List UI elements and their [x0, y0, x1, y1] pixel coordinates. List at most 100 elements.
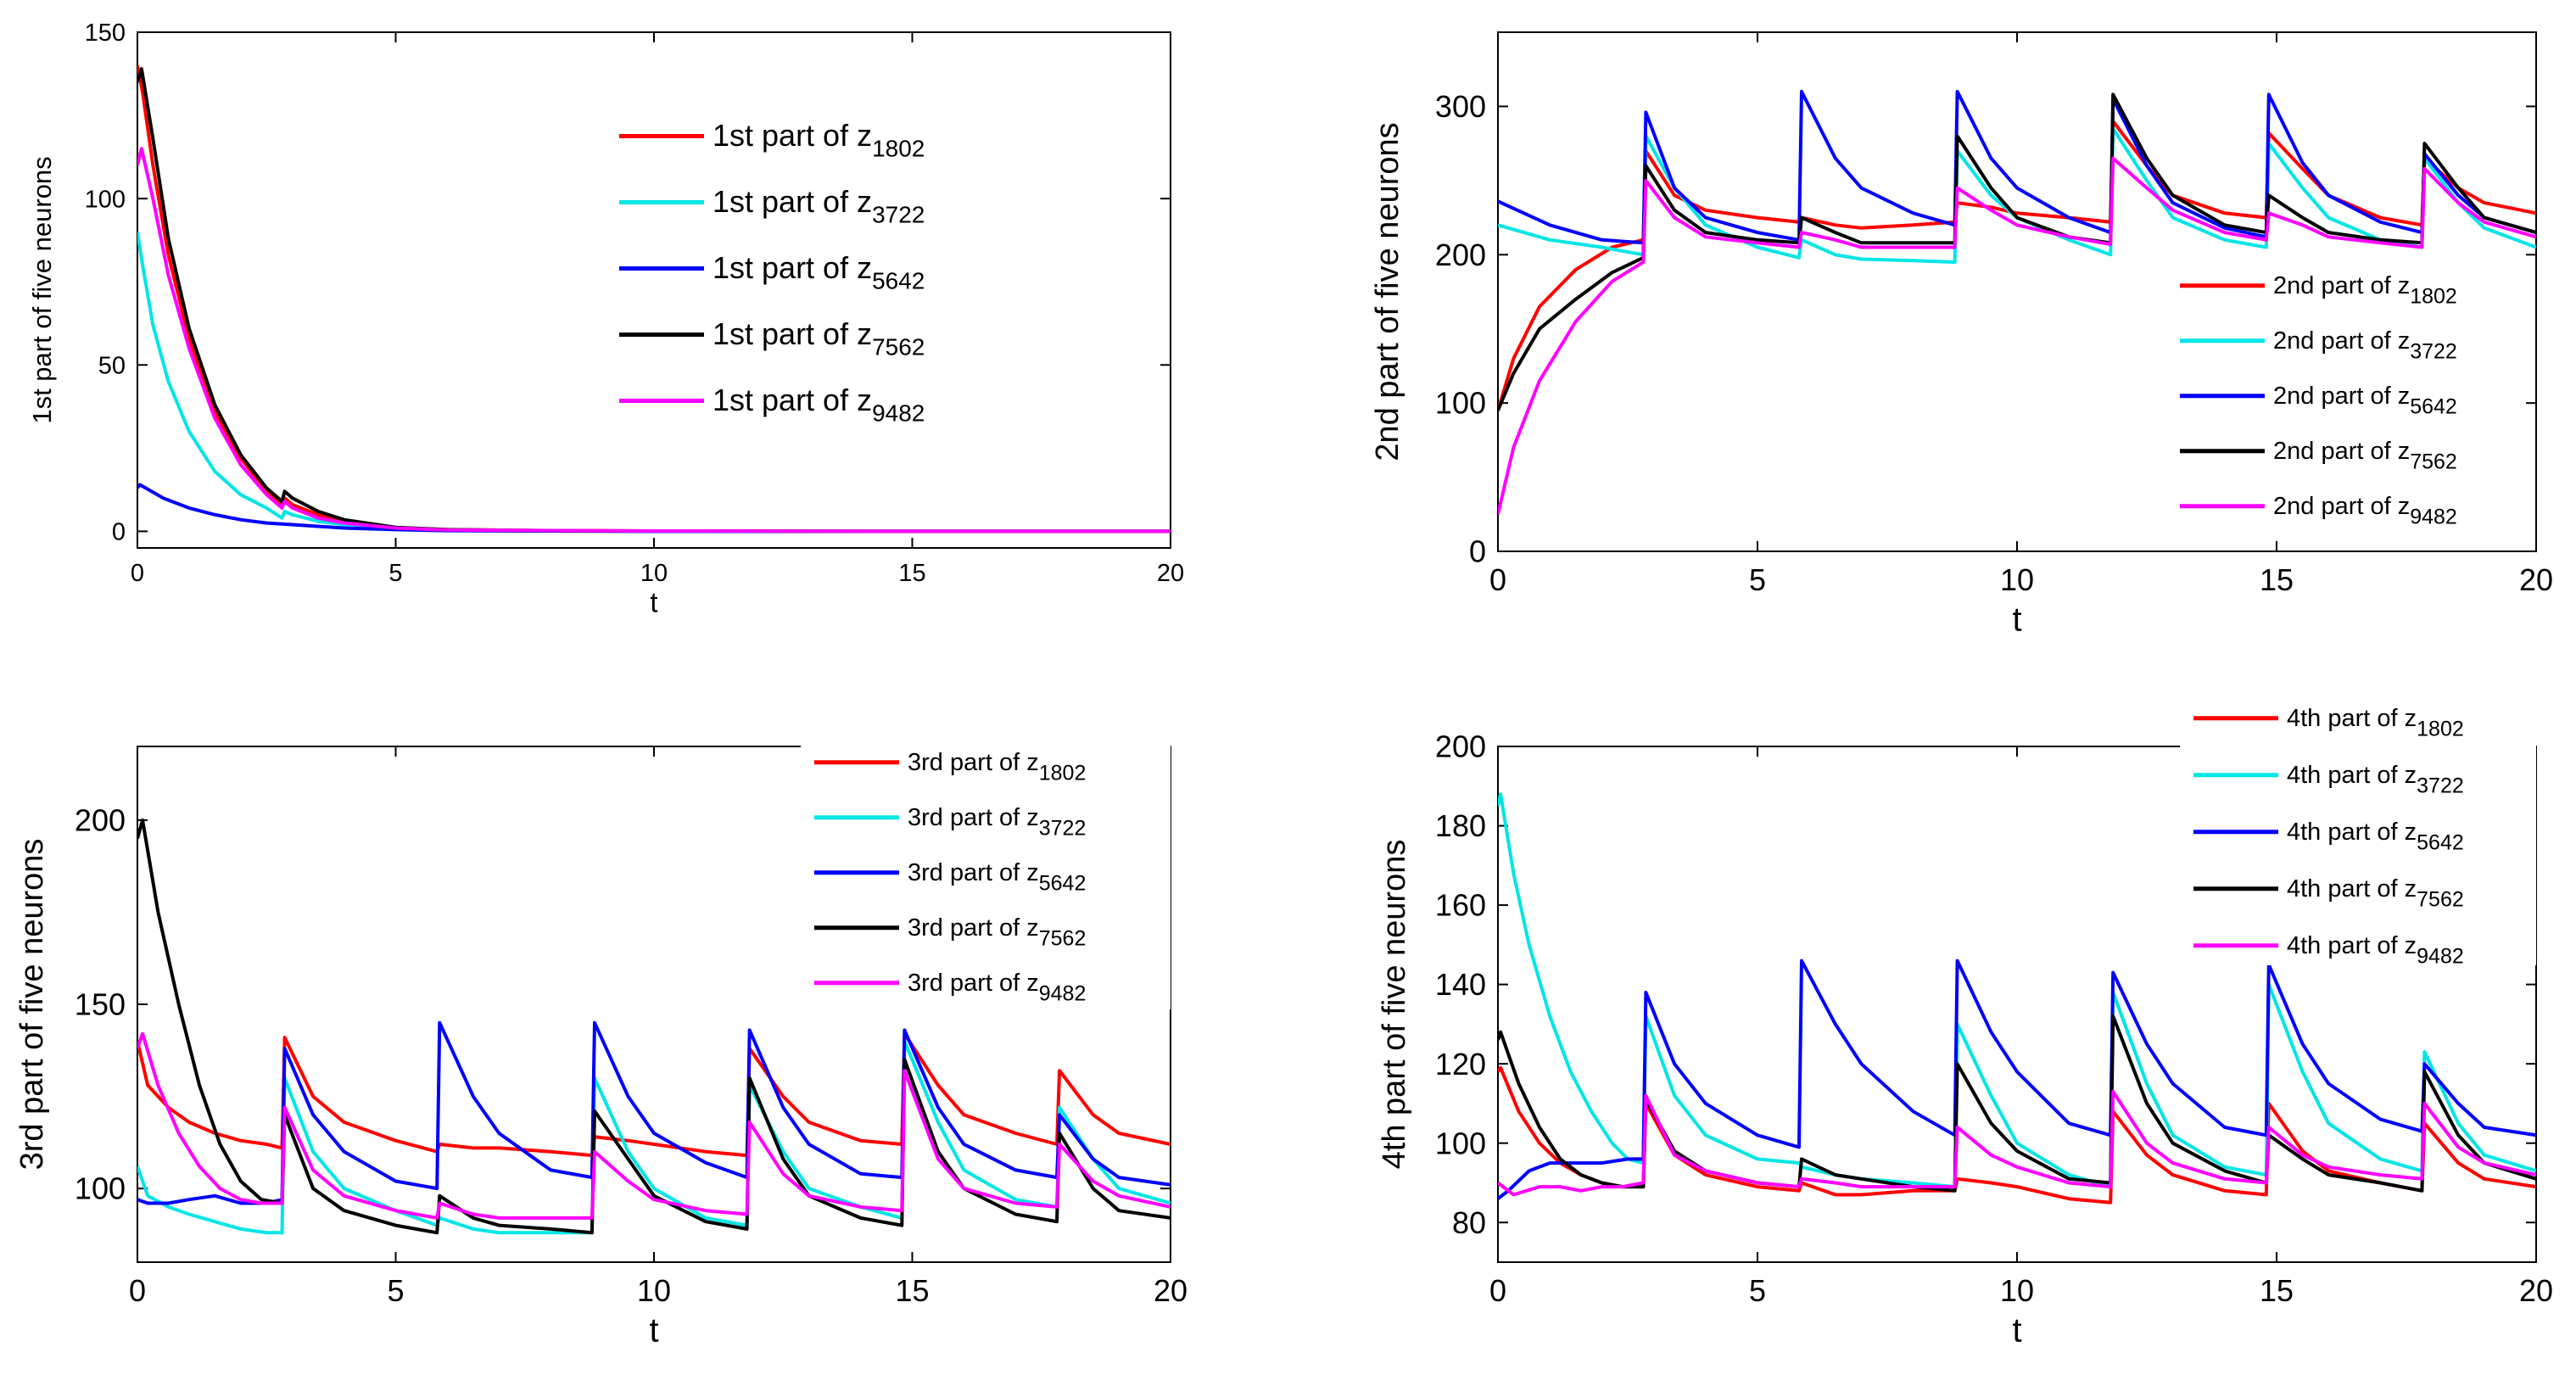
y-tick-label: 80: [1452, 1205, 1486, 1240]
x-tick-label: 20: [2519, 1273, 2553, 1308]
series-line-3722: [1498, 126, 2536, 264]
x-tick-label: 10: [640, 560, 668, 587]
series-line-5642: [1498, 89, 2536, 245]
x-tick-label: 20: [1154, 1273, 1187, 1308]
legend-label: 4th part of z: [2287, 762, 2417, 789]
x-tick-label: 0: [131, 560, 144, 587]
legend-entry: 1st part of z7562: [712, 316, 925, 360]
x-tick-label: 20: [2519, 562, 2553, 597]
y-tick-label: 100: [1435, 1126, 1486, 1160]
series-line-9482: [137, 147, 1171, 534]
x-tick-label: 15: [2260, 1273, 2294, 1308]
x-axis-label: t: [2012, 1312, 2021, 1350]
legend-entry: 2nd part of z3722: [2273, 327, 2457, 363]
x-tick-label: 10: [2000, 1273, 2034, 1308]
x-tick-label: 0: [1489, 1273, 1506, 1308]
legend-label: 1st part of z: [712, 250, 872, 285]
chart-panel-1: 0 5 10 15 20 0 50 100 150 t 1st part of five neuro…: [27, 20, 1184, 618]
legend-label: 3rd part of z: [908, 804, 1039, 831]
legend-label: 2nd part of z: [2273, 493, 2410, 520]
legend-entry: 2nd part of z1802: [2273, 272, 2457, 308]
legend-entry: 3rd part of z3722: [908, 804, 1086, 840]
y-tick-label: 200: [1435, 729, 1486, 764]
series-line-9482: [1498, 1089, 2536, 1197]
series-line-9482: [137, 1031, 1171, 1220]
legend-subscript: 3722: [872, 202, 925, 228]
legend-label: 3rd part of z: [908, 970, 1039, 997]
legend-subscript: 7562: [872, 334, 925, 360]
legend-entry: 2nd part of z7562: [2273, 438, 2457, 473]
y-tick-label: 200: [75, 802, 126, 837]
legend-subscript: 7562: [2417, 887, 2464, 911]
legend-entry: 4th part of z7562: [2287, 875, 2464, 911]
legend-label: 4th part of z: [2287, 875, 2417, 903]
legend-subscript: 9482: [2417, 944, 2464, 968]
legend-entry: 3rd part of z9482: [908, 970, 1086, 1005]
x-axis-label: t: [2012, 601, 2021, 639]
legend-subscript: 5642: [1039, 871, 1087, 895]
legend-entry: 3rd part of z7562: [908, 914, 1086, 950]
legend-label: 1st part of z: [712, 118, 872, 153]
legend-label: 3rd part of z: [908, 914, 1039, 942]
legend-subscript: 1802: [2417, 717, 2464, 741]
legend-box: [801, 729, 1171, 1009]
x-tick-label: 0: [129, 1273, 146, 1308]
legend-box: [2180, 685, 2536, 965]
legend-subscript: 9482: [872, 400, 925, 427]
y-tick-label: 100: [1435, 386, 1486, 421]
legend-entry: 4th part of z3722: [2287, 762, 2464, 797]
legend-label: 2nd part of z: [2273, 438, 2410, 465]
y-tick-label: 160: [1435, 888, 1486, 923]
y-axis-label: 1st part of five neurons: [27, 156, 57, 423]
legend-subscript: 9482: [2410, 505, 2457, 528]
x-tick-label: 5: [388, 560, 402, 587]
y-axis-label: 2nd part of five neurons: [1370, 122, 1405, 461]
y-axis-label: 3rd part of five neurons: [14, 839, 50, 1171]
x-tick-label: 15: [895, 1273, 929, 1308]
legend-label: 2nd part of z: [2273, 327, 2410, 355]
legend-label: 1st part of z: [712, 383, 872, 417]
legend-subscript: 3722: [1039, 816, 1087, 840]
axes-frame: [1497, 31, 2537, 552]
legend-subscript: 3722: [2417, 774, 2464, 797]
x-tick-label: 15: [898, 560, 925, 587]
legend-entry: 2nd part of z9482: [2273, 493, 2457, 528]
legend-entry: 1st part of z1802: [712, 118, 925, 162]
legend-subscript: 1802: [872, 136, 925, 162]
y-tick-label: 150: [85, 20, 126, 47]
x-tick-label: 5: [387, 1273, 404, 1308]
y-tick-label: 150: [75, 987, 126, 1022]
legend-label: 4th part of z: [2287, 705, 2417, 732]
legend-label: 2nd part of z: [2273, 272, 2410, 299]
y-tick-label: 50: [98, 352, 126, 379]
series-line-9482: [1498, 156, 2536, 515]
x-tick-label: 5: [1749, 1273, 1766, 1308]
y-tick-label: 0: [112, 519, 126, 546]
legend-subscript: 5642: [872, 268, 925, 294]
chart-panel-3: 0 5 10 15 20 100 150 200 t 3rd part of five neuro…: [14, 729, 1187, 1350]
y-tick-label: 140: [1435, 967, 1486, 1002]
y-tick-label: 200: [1435, 238, 1486, 272]
x-tick-label: 20: [1157, 560, 1184, 587]
legend-entry: 1st part of z5642: [712, 250, 925, 294]
legend-subscript: 1802: [2410, 284, 2457, 308]
legend-entry: 1st part of z9482: [712, 383, 925, 427]
legend-subscript: 9482: [1039, 981, 1087, 1005]
legend-subscript: 7562: [2410, 450, 2457, 473]
x-tick-label: 10: [637, 1273, 671, 1308]
y-tick-label: 300: [1435, 89, 1486, 124]
legend-entry: 4th part of z9482: [2287, 932, 2464, 968]
legend-subscript: 5642: [2417, 830, 2464, 854]
legend-entry: 1st part of z3722: [712, 184, 925, 228]
series-line-5642: [1498, 958, 2536, 1200]
legend-label: 1st part of z: [712, 184, 872, 219]
y-tick-label: 120: [1435, 1047, 1486, 1081]
y-tick-label: 180: [1435, 808, 1486, 843]
x-tick-label: 10: [2000, 562, 2034, 597]
legend-label: 1st part of z: [712, 316, 872, 351]
x-tick-label: 0: [1489, 562, 1506, 597]
chart-panel-4: 0 5 10 15 20 80 100 120 140 160 180 200 t 4th part of…: [1377, 685, 2553, 1350]
legend-label: 4th part of z: [2287, 819, 2417, 846]
